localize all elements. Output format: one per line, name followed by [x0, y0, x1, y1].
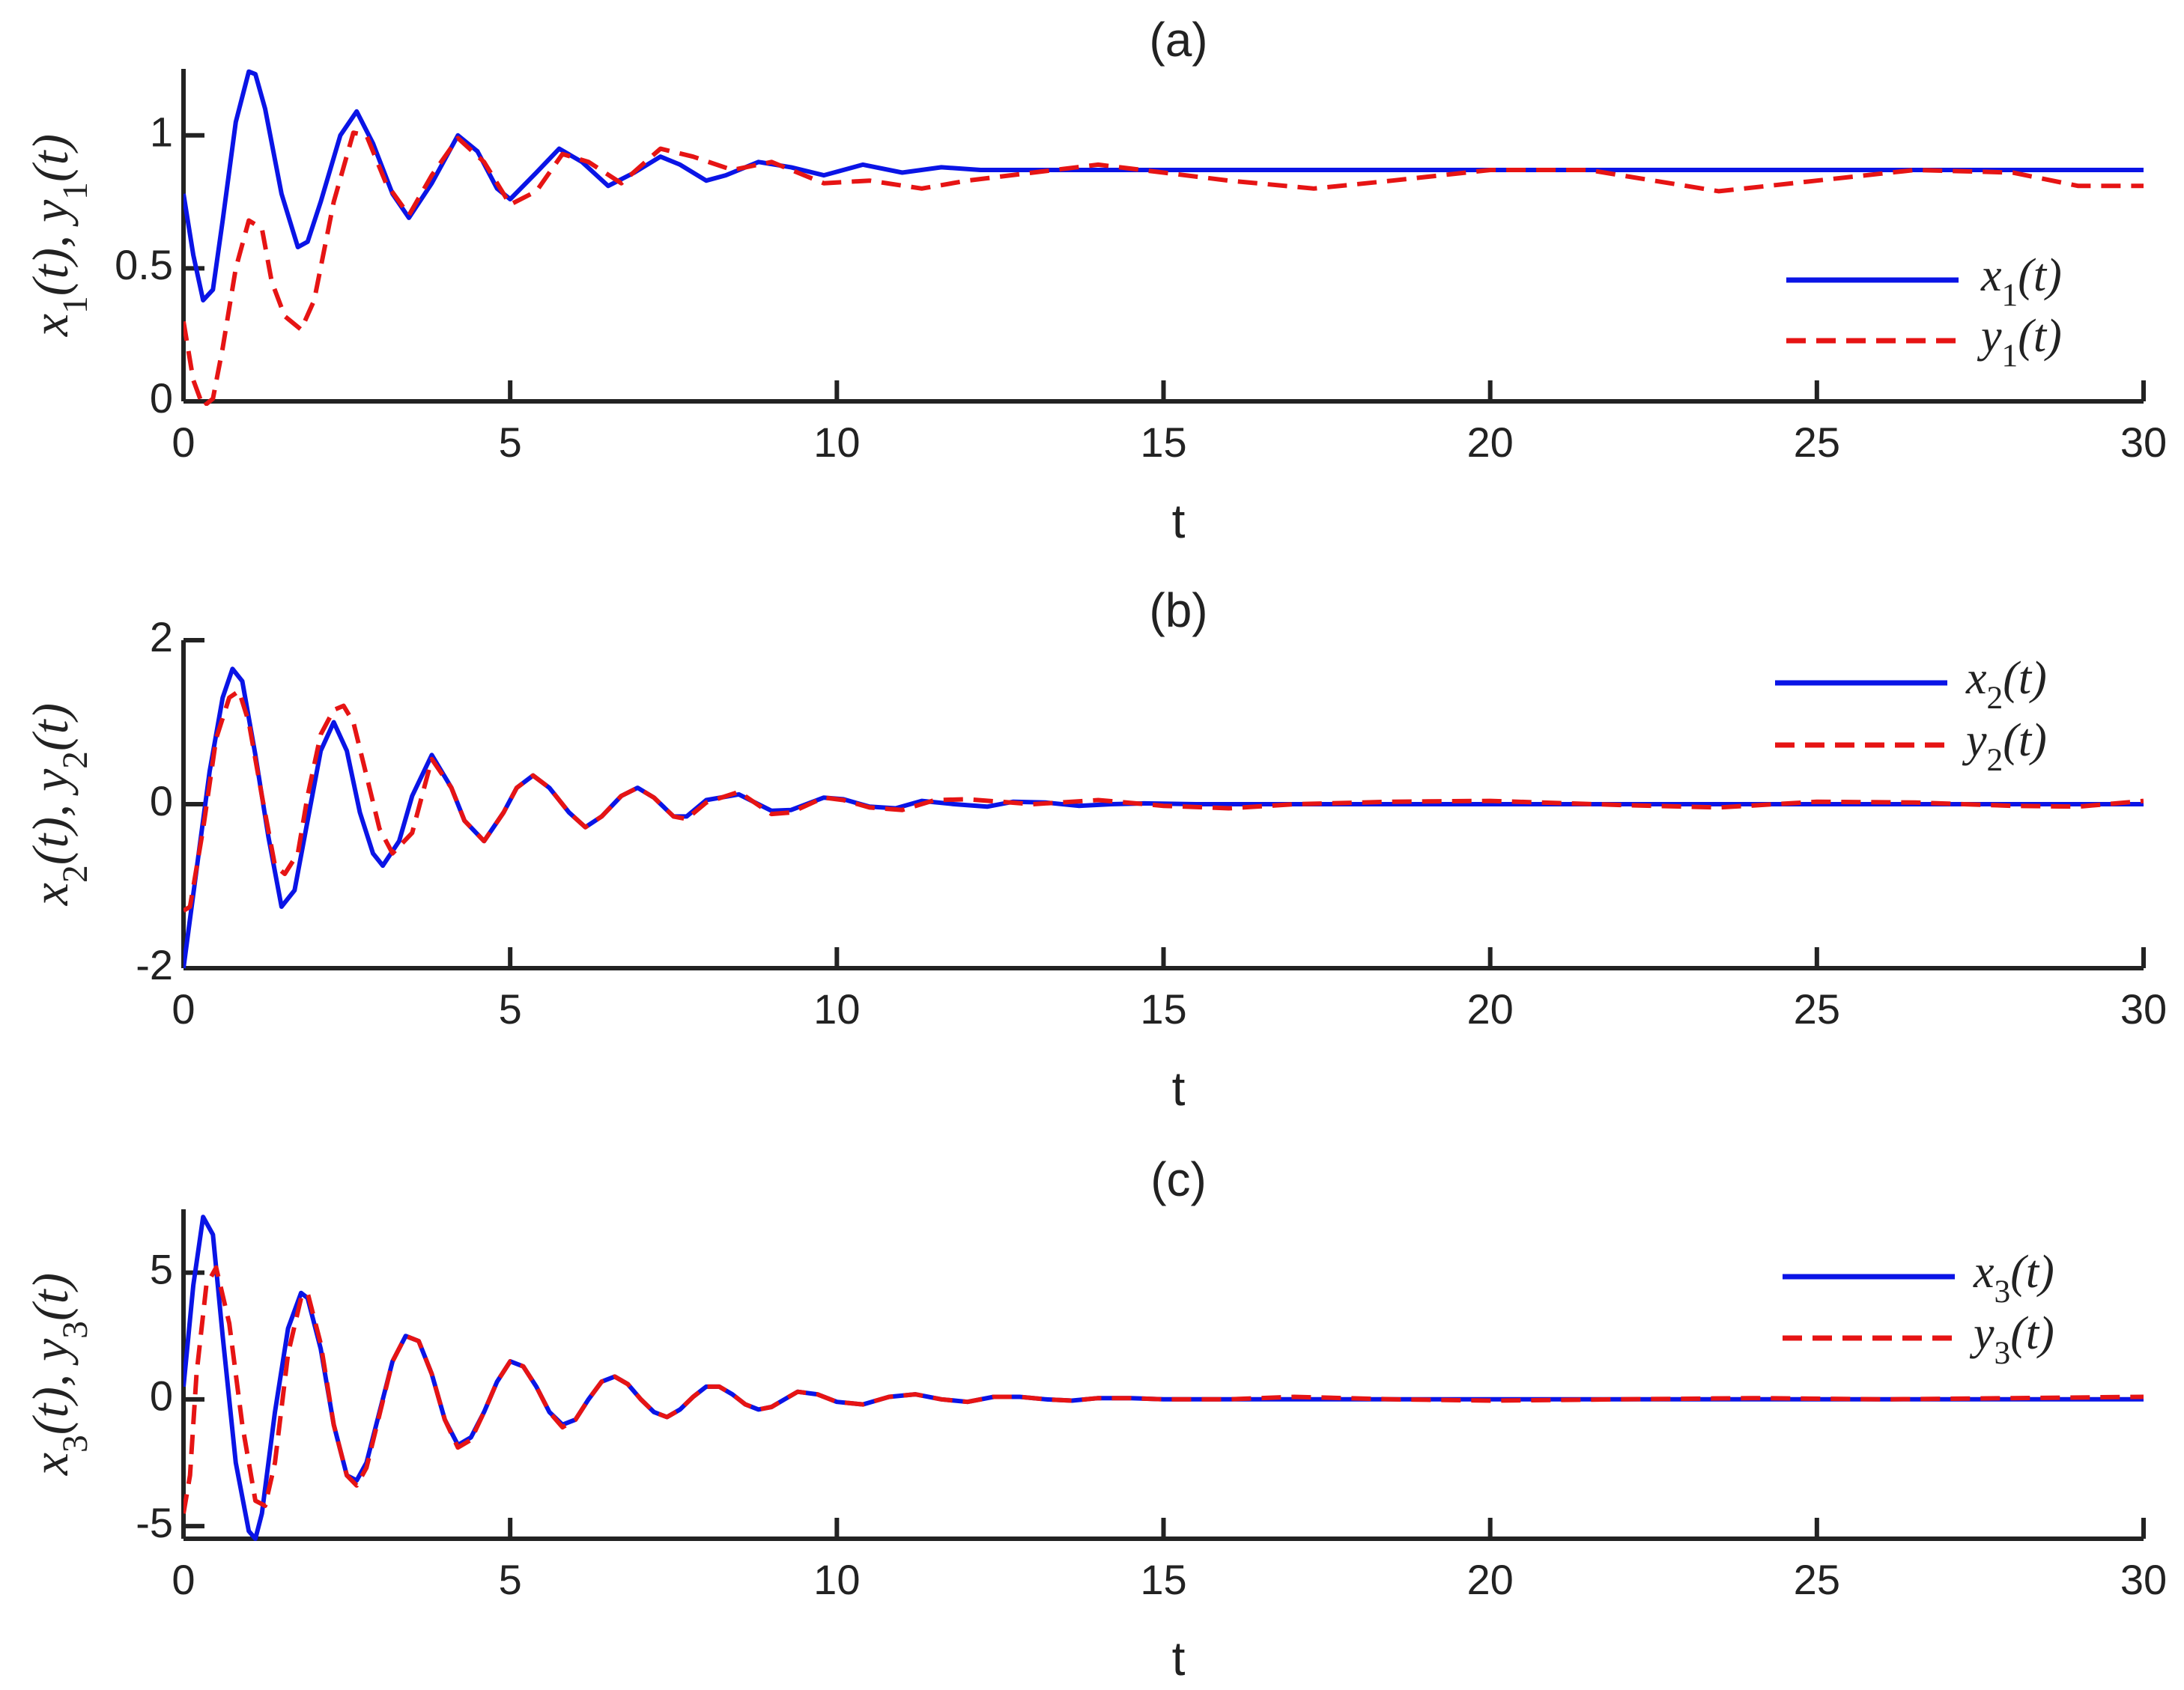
x-tick-label: 10	[813, 1556, 860, 1603]
x-tick-label: 15	[1140, 1556, 1186, 1603]
x-tick-label: 0	[172, 419, 195, 466]
y-tick-label: 2	[150, 613, 173, 660]
panel-title: (b)	[1149, 583, 1207, 637]
x-tick-label: 20	[1467, 985, 1514, 1033]
series-line-y	[183, 1265, 2144, 1514]
x-tick-label: 30	[2120, 419, 2167, 466]
legend-label: y1(t)	[1977, 311, 2062, 374]
x-tick-label: 15	[1140, 419, 1186, 466]
y-tick-label: 0	[150, 1373, 173, 1420]
legend-label: y3(t)	[1969, 1308, 2054, 1371]
x-tick-label: 30	[2120, 1556, 2167, 1603]
y-tick-label: -2	[136, 941, 173, 988]
x-tick-label: 0	[172, 1556, 195, 1603]
x-tick-label: 15	[1140, 985, 1186, 1033]
legend-label: x1(t)	[1980, 250, 2062, 313]
x-tick-label: 10	[813, 419, 860, 466]
x-tick-label: 10	[813, 985, 860, 1033]
x-tick-label: 25	[1794, 985, 1840, 1033]
series-line-y	[183, 130, 2144, 406]
legend-label: y2(t)	[1962, 715, 2047, 778]
x-tick-label: 20	[1467, 1556, 1514, 1603]
x-tick-label: 5	[499, 985, 522, 1033]
x-tick-label: 30	[2120, 985, 2167, 1033]
x-tick-label: 25	[1794, 419, 1840, 466]
x-axis-label: t	[1172, 1062, 1186, 1116]
series-line-x	[183, 69, 2144, 303]
x-tick-label: 5	[499, 1556, 522, 1603]
x-tick-label: 25	[1794, 1556, 1840, 1603]
y-tick-label: 0	[150, 777, 173, 824]
x-tick-label: 0	[172, 985, 195, 1033]
legend-label: x3(t)	[1973, 1247, 2054, 1310]
y-axis-label: x3(t), y3(t)	[22, 1273, 95, 1476]
x-tick-label: 5	[499, 419, 522, 466]
panel-1: (a) 0 5 10 15 20 25 30 0 0.5 1 t x1(t), y1(t) x1(t)y1…	[22, 13, 2167, 548]
y-tick-label: -5	[136, 1499, 173, 1546]
y-tick-label: 1	[150, 109, 173, 156]
y-tick-label: 0.5	[115, 241, 173, 288]
x-tick-label: 20	[1467, 419, 1514, 466]
x-axis-label: t	[1172, 494, 1186, 548]
series-line-y	[183, 688, 2144, 913]
panel-title: (c)	[1150, 1152, 1207, 1206]
panel-title: (a)	[1149, 13, 1207, 67]
series-line-x	[183, 1215, 2144, 1541]
series-line-x	[183, 666, 2144, 969]
y-axis-label: x2(t), y2(t)	[22, 703, 95, 906]
panel-3: (c) 0 5 10 15 20 25 30 -5 0 5 t x3(t), y3(t) x3(t)y3(…	[22, 1152, 2167, 1686]
y-tick-label: 5	[150, 1245, 173, 1292]
y-tick-label: 0	[150, 374, 173, 422]
legend-label: x2(t)	[1965, 653, 2047, 716]
y-axis-label: x1(t), y1(t)	[22, 134, 95, 337]
x-axis-label: t	[1172, 1632, 1186, 1686]
